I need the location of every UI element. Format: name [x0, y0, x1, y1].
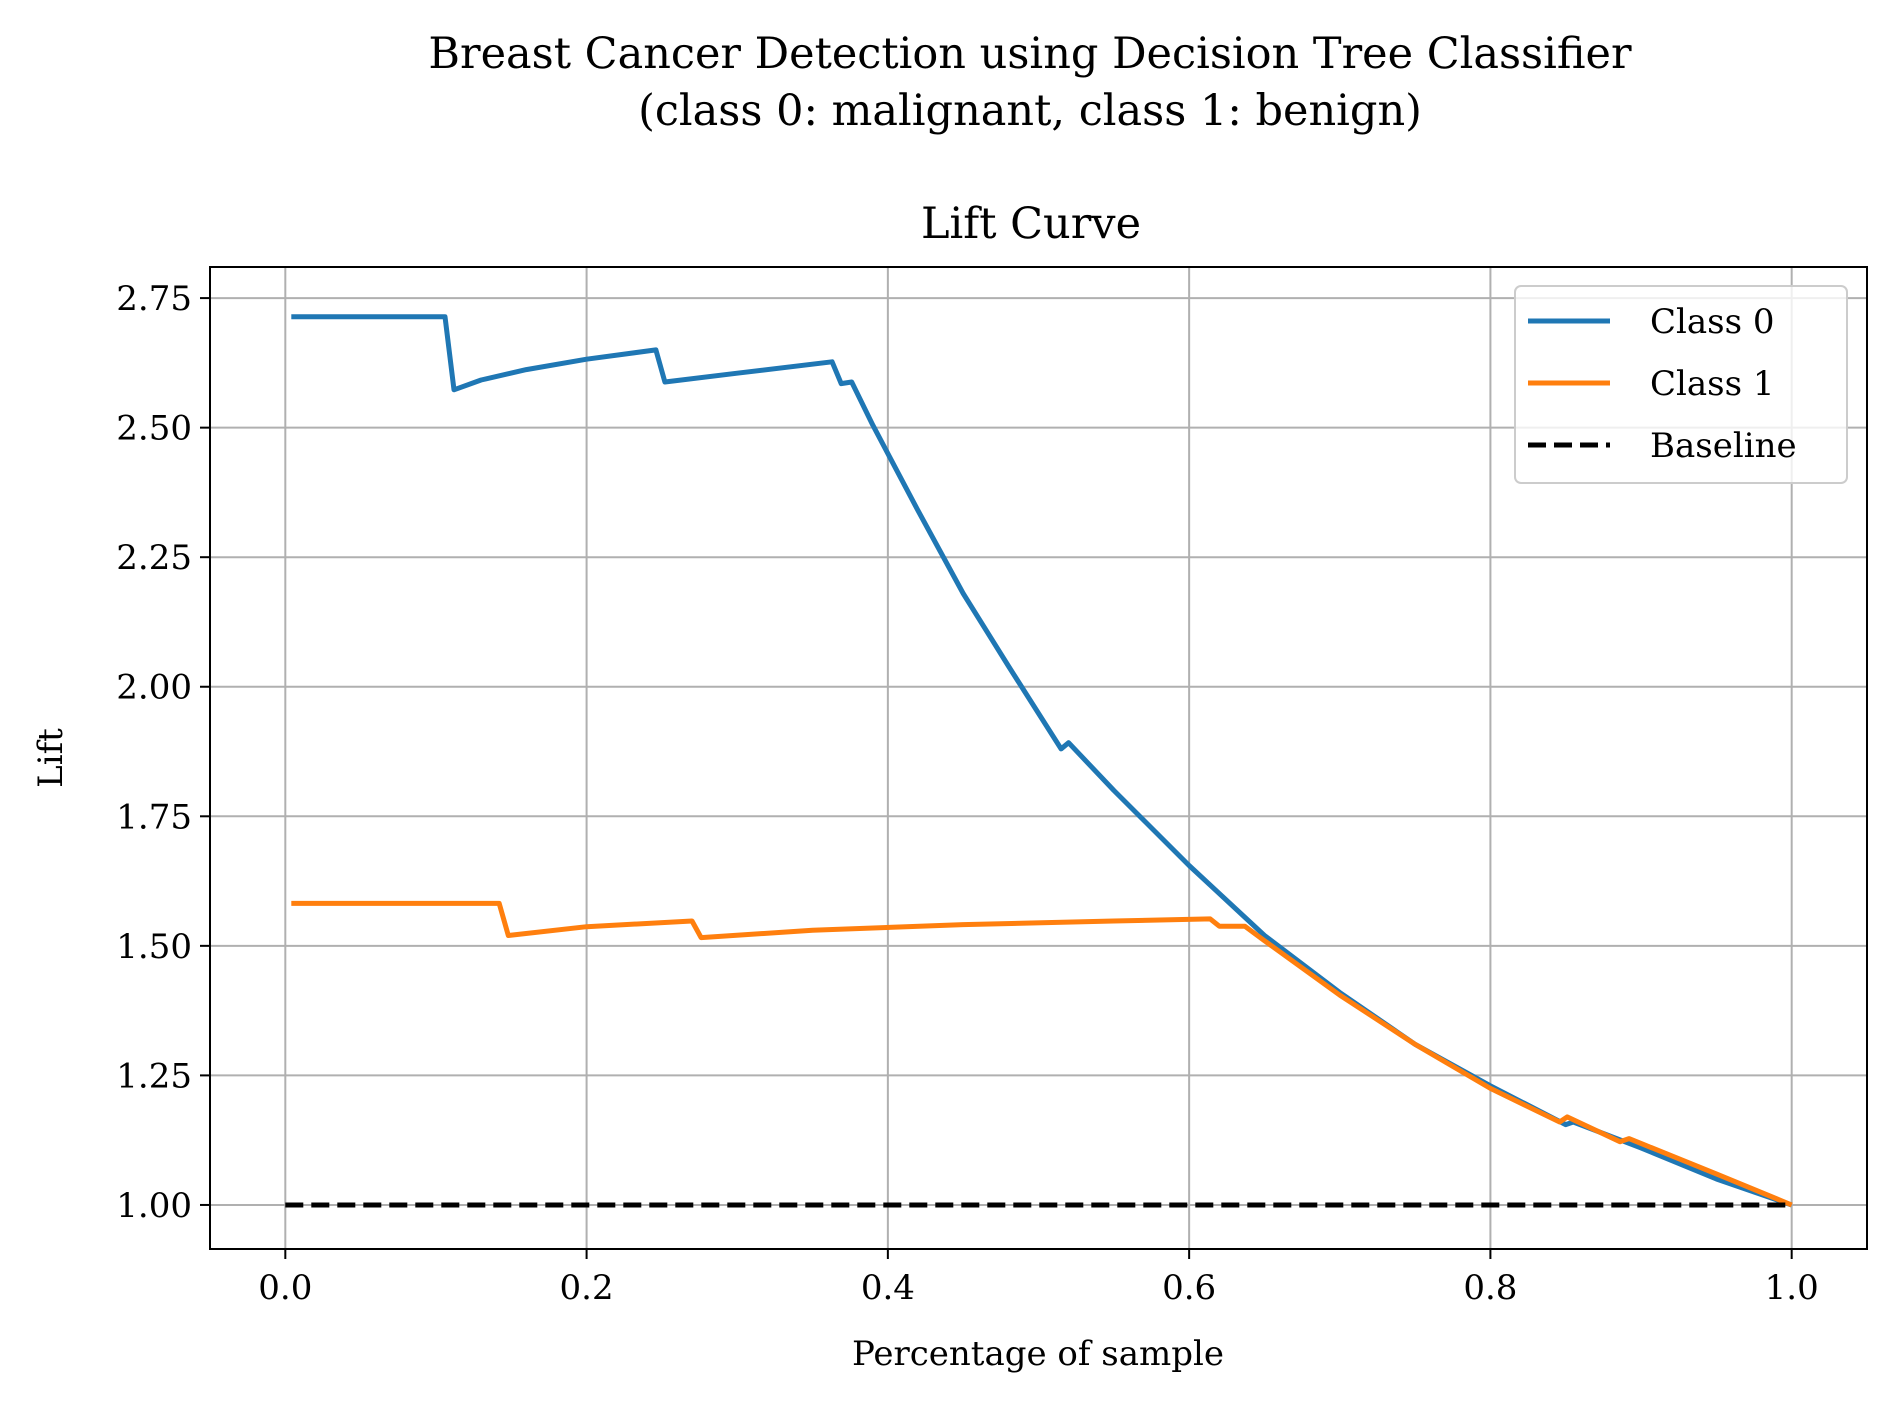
x-tick-label: 0.2: [560, 1268, 614, 1308]
legend-box: [1514, 285, 1848, 484]
y-tick-label: 2.50: [116, 409, 192, 449]
x-tick-label: 1.0: [1765, 1268, 1819, 1308]
legend-label-class-1: Class 1: [1650, 364, 1775, 404]
x-axis-label: Percentage of sample: [852, 1334, 1224, 1374]
x-tick-label: 0.6: [1162, 1268, 1216, 1308]
y-tick-label: 2.75: [116, 279, 192, 319]
x-axis-ticks: 0.0 0.2 0.4 0.6 0.8 1.0: [258, 1249, 1819, 1308]
legend-label-class-0: Class 0: [1650, 302, 1775, 342]
figure-suptitle-line2: (class 0: malignant, class 1: benign): [638, 86, 1422, 136]
legend-label-baseline: Baseline: [1650, 426, 1797, 466]
chart-title: Lift Curve: [921, 199, 1141, 249]
grid-lines: [210, 267, 1867, 1249]
y-axis-ticks: 1.00 1.25 1.50 1.75 2.00 2.25 2.50 2.75: [116, 279, 210, 1226]
x-tick-label: 0.4: [861, 1268, 915, 1308]
y-axis-label: Lift: [31, 728, 71, 788]
y-tick-label: 1.25: [116, 1056, 192, 1096]
y-tick-label: 2.00: [116, 668, 192, 708]
y-tick-label: 1.50: [116, 927, 192, 967]
figure-suptitle-line1: Breast Cancer Detection using Decision T…: [428, 29, 1632, 79]
series-line-class-1: [291, 900, 1793, 1208]
axes-frame: [209, 266, 1868, 1250]
data-series: [285, 314, 1793, 1208]
x-tick-label: 0.8: [1463, 1268, 1517, 1308]
y-tick-label: 2.25: [116, 538, 192, 578]
x-tick-label: 0.0: [258, 1268, 312, 1308]
y-tick-label: 1.00: [116, 1186, 192, 1226]
y-tick-label: 1.75: [116, 797, 192, 837]
legend: Class 0 Class 1 Baseline: [1514, 285, 1848, 484]
